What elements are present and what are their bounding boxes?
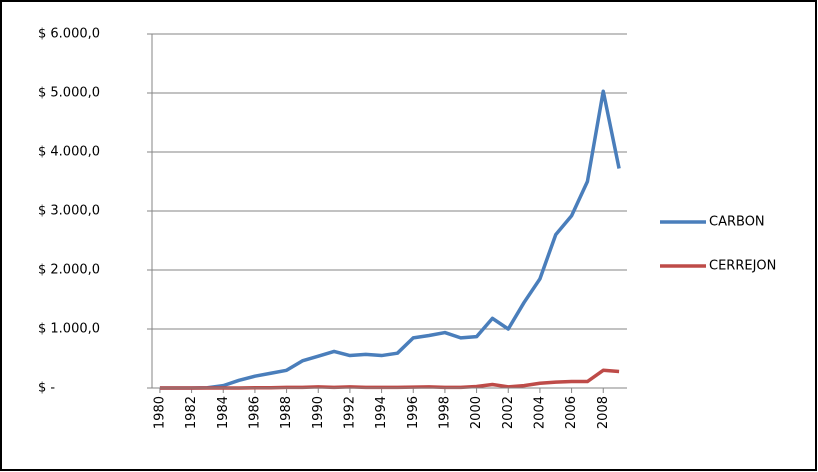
x-tick-label: 2000 bbox=[469, 396, 484, 429]
y-tick-label: $ 3.000,0 bbox=[38, 204, 100, 219]
y-tick-label: $ 4.000,0 bbox=[38, 145, 100, 160]
x-tick-label: 2004 bbox=[532, 396, 547, 429]
x-tick-label: 2008 bbox=[596, 396, 611, 429]
x-tick-label: 1982 bbox=[184, 396, 199, 429]
y-tick-label: $ 5.000,0 bbox=[38, 86, 100, 101]
legend-label: CERREJON bbox=[709, 259, 776, 274]
series-line bbox=[159, 89, 621, 390]
x-tick-label: 1994 bbox=[374, 396, 389, 429]
x-tick-label: 1988 bbox=[279, 396, 294, 429]
x-tick-label: 1998 bbox=[437, 396, 452, 429]
legend-label: CARBON bbox=[709, 215, 765, 230]
x-tick-label: 1996 bbox=[406, 396, 421, 429]
x-tick-label: 2006 bbox=[564, 396, 579, 429]
y-tick-label: $ 2.000,0 bbox=[38, 263, 100, 278]
x-tick-label: 1980 bbox=[152, 396, 167, 429]
x-tick-label: 2002 bbox=[501, 396, 516, 429]
y-tick-label: $ 1.000,0 bbox=[38, 322, 100, 337]
x-tick-label: 1990 bbox=[311, 396, 326, 429]
x-tick-label: 1984 bbox=[216, 396, 231, 429]
y-tick-label: $ 6.000,0 bbox=[38, 27, 100, 42]
y-tick-label: $ - bbox=[38, 381, 55, 396]
x-tick-label: 1986 bbox=[247, 396, 262, 429]
x-tick-label: 1992 bbox=[342, 396, 357, 429]
